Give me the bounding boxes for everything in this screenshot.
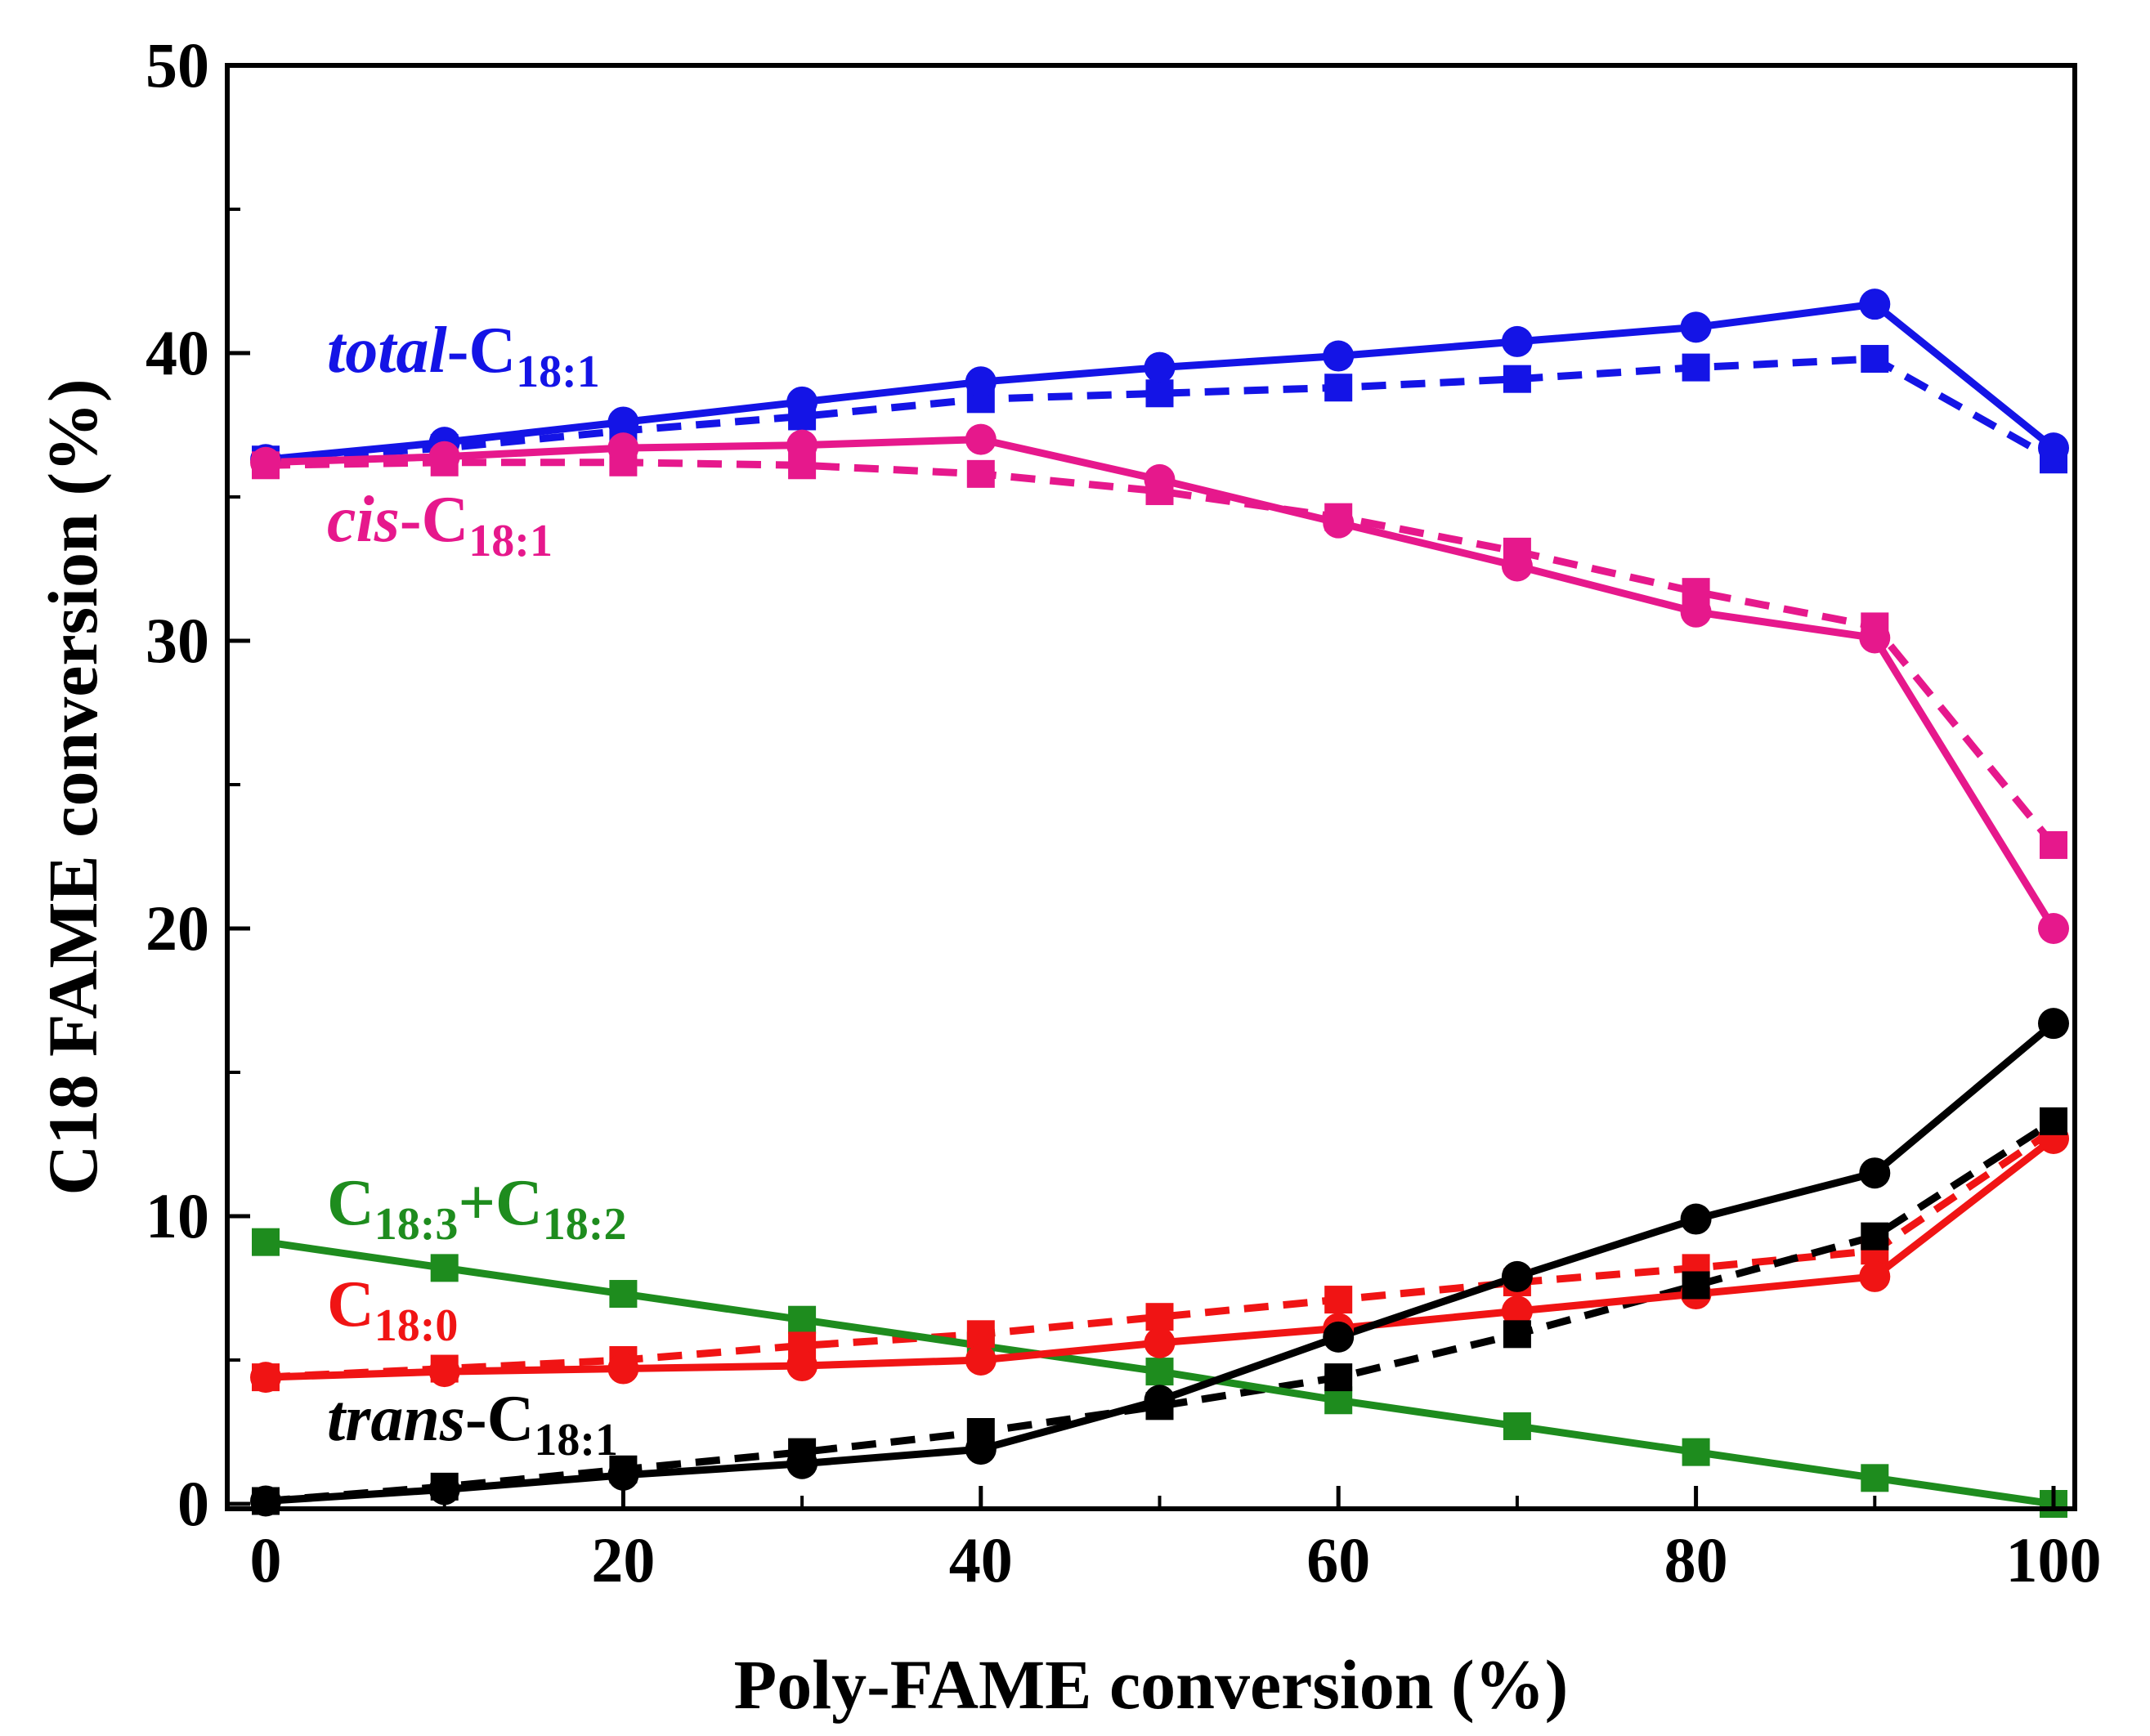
trans-circle-marker — [1501, 1260, 1533, 1292]
trans-square-marker — [1682, 1271, 1710, 1300]
trans-circle-marker — [1323, 1321, 1355, 1353]
cis-circle-marker — [786, 429, 818, 461]
c1832-square-marker — [1682, 1438, 1710, 1466]
trans-circle-marker — [965, 1434, 997, 1465]
total-circle-marker — [1859, 289, 1891, 320]
c180-circle-marker — [1501, 1295, 1533, 1327]
cis-circle-marker — [2038, 913, 2069, 944]
x-axis-title: Poly-FAME conversion (%) — [734, 1645, 1569, 1724]
trans-square-marker — [1324, 1363, 1353, 1392]
total-dashed-line — [265, 355, 2056, 463]
y-tick-label: 0 — [177, 1468, 209, 1539]
label-c18-3-c18-2: C18:3+C18:2 — [327, 1167, 626, 1250]
total-circle-marker — [607, 406, 639, 438]
x-tick-label: 40 — [949, 1524, 1013, 1595]
cis-circle-marker — [607, 432, 639, 464]
cis-circle-marker — [965, 423, 997, 455]
c180-square-marker — [1145, 1303, 1174, 1331]
label-c18-0: C18:0 — [327, 1268, 458, 1351]
y-tick-label: 40 — [146, 317, 209, 388]
x-tick-label: 60 — [1306, 1524, 1370, 1595]
c180-dashed-line — [265, 1126, 2056, 1381]
y-tick-label: 30 — [146, 605, 209, 676]
cis-square-marker — [966, 459, 995, 488]
cis-circle-marker — [1323, 507, 1355, 539]
cis-dashed-line — [265, 459, 2057, 848]
c180-circle-marker — [786, 1350, 818, 1382]
plot-frame — [225, 63, 2077, 1511]
c1832-square-marker — [1503, 1412, 1531, 1440]
c180-square-marker — [1324, 1286, 1353, 1314]
y-tick-label: 50 — [146, 29, 209, 101]
label-trans: trans-C18:1 — [327, 1383, 618, 1465]
c1832-square-marker — [609, 1280, 638, 1309]
cis-circle-marker — [428, 441, 460, 472]
c180-circle-marker — [1144, 1327, 1176, 1358]
trans-circle-marker — [1859, 1157, 1891, 1189]
trans-square-marker — [2040, 1107, 2067, 1135]
total-square-marker — [1145, 379, 1174, 408]
total-circle-marker — [965, 366, 997, 398]
cis-circle-marker — [1859, 622, 1891, 654]
c1832-square-marker — [1861, 1464, 1889, 1492]
cis-circle-marker — [1680, 596, 1712, 628]
c180-square-marker — [966, 1320, 995, 1349]
total-square-marker — [1324, 374, 1353, 402]
c1832-square-marker — [430, 1254, 459, 1282]
label-cis: cis-C18:1 — [327, 484, 553, 566]
total-circle-marker — [1501, 325, 1533, 357]
y-axis-title: C18 FAME conversion (%) — [34, 378, 112, 1195]
c180-circle-marker — [1859, 1260, 1891, 1292]
trans-circle-marker — [786, 1447, 818, 1479]
x-tick-label: 80 — [1664, 1524, 1728, 1595]
y-tick-label: 20 — [146, 893, 209, 964]
trans-circle-marker — [1144, 1385, 1176, 1416]
cis-circle-marker — [1144, 463, 1176, 495]
trans-circle-marker — [2038, 1008, 2069, 1040]
total-circle-marker — [1680, 311, 1712, 343]
total-circle-marker — [786, 386, 818, 418]
trans-circle-marker — [607, 1459, 639, 1491]
c180-circle-marker — [250, 1362, 281, 1394]
cis-circle-marker — [250, 446, 281, 478]
total-square-marker — [1503, 365, 1531, 393]
cis-square-marker — [2040, 830, 2067, 859]
total-square-marker — [1682, 353, 1710, 382]
trans-circle-marker — [428, 1474, 460, 1506]
axes: 0 20 40 60 80 100 0 10 20 30 40 50 — [146, 29, 2102, 1595]
total-square-marker — [1861, 345, 1889, 374]
y-tick-label: 10 — [146, 1180, 209, 1251]
x-tick-label: 0 — [250, 1524, 282, 1595]
x-tick-label: 20 — [591, 1524, 655, 1595]
c180-circle-marker — [965, 1345, 997, 1376]
label-total: total-C18:1 — [327, 315, 600, 397]
trans-square-marker — [1861, 1222, 1889, 1251]
x-tick-label: 100 — [2006, 1524, 2102, 1595]
trans-square-marker — [1503, 1320, 1531, 1349]
total-circle-marker — [1144, 351, 1176, 383]
trans-dashed-line — [265, 1118, 2056, 1505]
c1832-square-marker — [252, 1228, 280, 1256]
total-circle-marker — [2038, 432, 2069, 464]
plot-area — [250, 289, 2069, 1518]
c180-circle-marker — [607, 1353, 639, 1385]
c1832-square-marker — [1145, 1358, 1174, 1386]
c180-circle-marker — [428, 1356, 460, 1388]
cis-circle-marker — [1501, 550, 1533, 582]
total-circle-marker — [1323, 340, 1355, 372]
trans-circle-marker — [1680, 1203, 1712, 1235]
c1832-square-marker — [788, 1305, 817, 1334]
